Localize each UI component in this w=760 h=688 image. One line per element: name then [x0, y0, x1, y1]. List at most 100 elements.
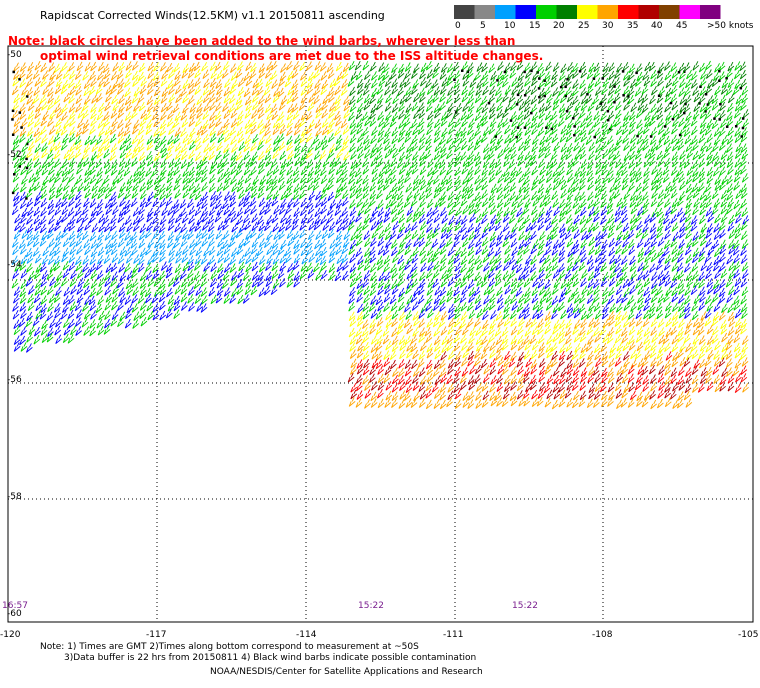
contamination-marker	[698, 102, 701, 105]
wind-barb	[89, 287, 97, 298]
wind-barb	[452, 61, 460, 72]
wind-barb	[12, 309, 20, 320]
wind-barb	[284, 77, 292, 88]
wind-barb	[706, 166, 714, 177]
wind-barb	[613, 92, 621, 103]
wind-barb	[518, 397, 526, 407]
wind-barb	[727, 374, 735, 384]
wind-barb	[70, 269, 77, 280]
wind-barb	[167, 301, 175, 312]
wind-barb	[670, 367, 678, 378]
wind-barb	[110, 166, 118, 176]
wind-barb	[196, 103, 203, 113]
wind-barb	[685, 342, 692, 353]
wind-barb	[404, 173, 411, 184]
wind-barb	[69, 245, 77, 255]
wind-barb	[677, 279, 684, 290]
wind-barb	[145, 119, 153, 129]
wind-barb	[559, 206, 567, 217]
map-title: Rapidscat Corrected Winds(12.5KM) v1.1 2…	[40, 9, 385, 22]
wind-barb	[371, 172, 379, 183]
wind-barb	[228, 103, 236, 114]
wind-barb	[445, 108, 453, 119]
wind-barb	[587, 180, 594, 191]
wind-barb	[657, 318, 665, 328]
wind-barb	[74, 198, 82, 209]
wind-barb	[286, 118, 294, 129]
wind-barb	[60, 126, 68, 136]
wind-barb	[146, 175, 154, 185]
wind-barb	[209, 111, 216, 121]
wind-barb	[658, 213, 665, 224]
wind-barb	[623, 77, 630, 87]
wind-barb	[657, 389, 664, 399]
wind-barb	[685, 254, 693, 264]
wind-barb	[426, 318, 434, 328]
wind-barb	[167, 277, 175, 287]
wind-barb	[221, 158, 229, 168]
wind-barb	[55, 334, 62, 345]
wind-barb	[257, 158, 265, 169]
wind-barb	[677, 375, 685, 386]
wind-barb	[434, 126, 441, 137]
wind-barb	[523, 183, 531, 193]
wind-barb	[474, 71, 481, 81]
wind-barb	[245, 277, 252, 288]
wind-barb	[462, 70, 469, 80]
wind-barb	[383, 159, 391, 170]
wind-barb	[733, 172, 741, 183]
wind-barb	[250, 205, 257, 215]
wind-barb	[565, 342, 573, 353]
wind-barb	[216, 158, 224, 169]
wind-barb	[672, 399, 679, 409]
wind-barb	[273, 230, 281, 241]
wind-barb	[630, 102, 638, 113]
wind-barb	[655, 302, 663, 312]
wind-barb	[516, 278, 524, 288]
wind-barb	[68, 94, 75, 104]
wind-barb	[182, 167, 190, 177]
wind-barb	[728, 285, 735, 296]
contamination-marker	[537, 87, 541, 90]
wind-barb	[181, 253, 189, 263]
wind-barb	[328, 263, 336, 273]
wind-barb	[413, 316, 420, 327]
wind-barb	[677, 294, 685, 304]
wind-barb	[657, 197, 664, 208]
wind-barb	[433, 103, 441, 114]
wind-barb	[90, 269, 98, 280]
wind-barb	[481, 326, 488, 337]
wind-barb	[657, 270, 665, 280]
wind-barb	[89, 70, 96, 81]
contamination-marker	[515, 135, 518, 139]
wind-barb	[180, 223, 187, 233]
wind-barb	[371, 349, 379, 360]
wind-barb	[217, 164, 224, 175]
wind-barb	[315, 103, 323, 113]
wind-barb	[364, 116, 371, 127]
wind-barb	[621, 311, 628, 321]
wind-barb	[336, 254, 344, 265]
wind-barb	[594, 77, 602, 88]
wind-barb	[215, 293, 223, 304]
wind-barb	[237, 268, 244, 279]
wind-barb	[623, 190, 631, 200]
wind-barb	[585, 342, 593, 352]
wind-barb	[426, 167, 434, 177]
wind-barb	[131, 157, 138, 167]
wind-barb	[461, 357, 468, 367]
wind-barb	[26, 236, 34, 247]
wind-barb	[446, 134, 453, 144]
lat-label: -54	[7, 260, 22, 270]
wind-barb	[118, 103, 125, 113]
wind-barb	[208, 246, 216, 256]
colorbar-swatch	[618, 5, 639, 19]
wind-barb	[378, 117, 385, 128]
wind-barb	[271, 79, 278, 90]
wind-barb	[349, 181, 357, 192]
wind-barb	[641, 365, 649, 376]
wind-barb	[371, 229, 379, 239]
wind-barb	[384, 271, 391, 282]
wind-barb	[189, 189, 196, 200]
wind-barb	[277, 119, 285, 129]
